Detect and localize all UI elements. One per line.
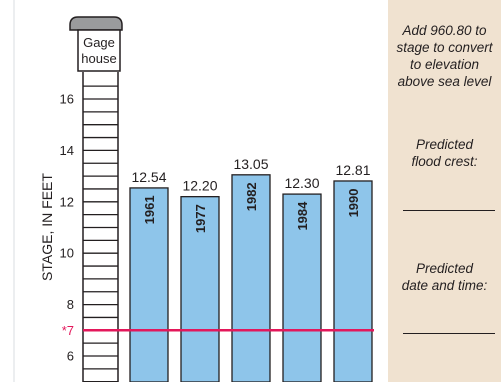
y-tick-labels: 6 8 10 12 14 16 — [60, 92, 74, 364]
value-label-1984: 12.30 — [284, 175, 319, 191]
bar-1961 — [129, 187, 169, 382]
gage-label-line1: Gage — [83, 35, 115, 50]
y-tick-label: 6 — [67, 349, 74, 364]
flood-stage-marker: *7 — [62, 323, 374, 338]
predicted-crest-blank — [403, 210, 495, 211]
category-label-1961: 1961 — [142, 195, 157, 224]
category-label-1982: 1982 — [244, 182, 259, 211]
y-tick-label: 14 — [60, 143, 74, 158]
bar-1990 — [333, 180, 373, 382]
y-tick-label: 10 — [60, 246, 74, 261]
gage-house-icon: Gage house — [69, 16, 123, 72]
stage-bar-chart: STAGE, IN FEET Gage house 6 8 10 12 14 16 12.… — [13, 0, 374, 382]
value-label-1961: 12.54 — [131, 169, 166, 185]
y-tick-label: 16 — [60, 92, 74, 107]
category-label-1977: 1977 — [193, 204, 208, 233]
gage-label-line2: house — [81, 51, 116, 66]
bar-1984 — [282, 193, 322, 382]
bars: 12.54 1961 12.20 1977 13.05 1982 12.30 1984 12.8… — [129, 156, 373, 382]
flood-stage-label: *7 — [62, 323, 74, 338]
category-label-1990: 1990 — [346, 189, 361, 218]
conversion-note: Add 960.80 to stage to convert to elevat… — [396, 23, 493, 89]
instruction-panel — [388, 0, 501, 382]
y-tick-label: 8 — [67, 297, 74, 312]
y-tick-label: 12 — [60, 194, 74, 209]
bar-1977 — [180, 196, 220, 382]
value-label-1990: 12.81 — [335, 162, 370, 178]
gage-house-body — [77, 29, 121, 72]
predicted-date-blank — [403, 333, 495, 334]
value-label-1982: 13.05 — [233, 156, 268, 172]
y-axis-label: STAGE, IN FEET — [39, 173, 55, 281]
bar-1982 — [231, 174, 271, 382]
predicted-crest-label: Predicted flood crest: — [411, 137, 478, 169]
value-label-1977: 12.20 — [182, 178, 217, 194]
category-label-1984: 1984 — [295, 201, 310, 231]
gage-house-roof — [69, 16, 123, 31]
predicted-date-label: Predicted date and time: — [401, 261, 488, 293]
